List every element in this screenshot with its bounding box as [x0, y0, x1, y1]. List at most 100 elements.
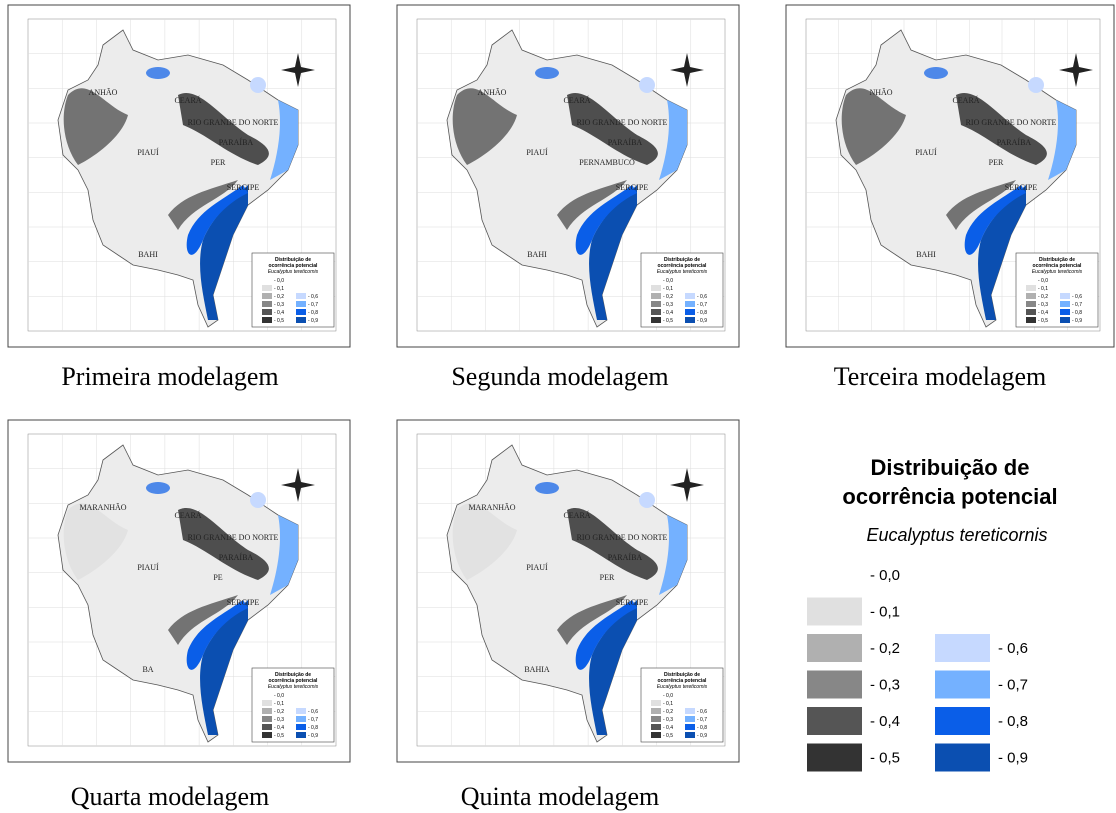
mini-legend-swatch	[262, 301, 272, 307]
mini-legend-swatch	[685, 732, 695, 738]
mini-legend-label: - 0,6	[697, 709, 707, 715]
mini-legend-swatch	[651, 732, 661, 738]
state-label: PER	[989, 158, 1004, 167]
suitability-area	[535, 482, 559, 494]
mini-legend-swatch	[685, 309, 695, 315]
mini-legend-label: - 0,9	[697, 318, 707, 324]
suitability-area	[639, 492, 655, 508]
suitability-area	[1028, 77, 1044, 93]
mini-legend-species: Eucalyptus tereticornis	[268, 269, 319, 275]
mini-legend-label: - 0,2	[663, 294, 673, 300]
state-label: PARAÍBA	[997, 137, 1032, 147]
state-label: PER	[600, 573, 615, 582]
legend-title: ocorrência potencial	[842, 484, 1057, 509]
mini-legend-swatch	[685, 724, 695, 730]
mini-legend-label: - 0,4	[274, 725, 284, 731]
mini-legend-label: - 0,7	[697, 717, 707, 723]
state-label: CEARÁ	[174, 510, 201, 520]
legend-swatch	[935, 671, 990, 699]
figure: ANHÃO CEARÁ RIO GRANDE DO NORTE PARAÍBA PIAU…	[0, 0, 1116, 813]
mini-legend-swatch	[296, 301, 306, 307]
mini-legend-label: - 0,7	[308, 717, 318, 723]
mini-legend-label: - 0,7	[308, 302, 318, 308]
state-label: SERGIPE	[616, 183, 649, 192]
mini-legend-swatch	[1026, 309, 1036, 315]
state-label: BAHI	[527, 250, 547, 259]
legend-label: - 0,0	[870, 567, 900, 584]
legend-title: Distribuição de	[871, 455, 1030, 480]
mini-legend-swatch	[262, 285, 272, 291]
state-label: PIAUÍ	[526, 562, 548, 572]
mini-legend-label: - 0,6	[697, 294, 707, 300]
state-label: PARAÍBA	[219, 137, 254, 147]
state-label: NHÃO	[869, 87, 892, 97]
mini-legend-swatch	[651, 293, 661, 299]
map-panel: MARANHÃOCEARÁRIO GRANDE DO NORTEPARAÍBAP…	[397, 420, 739, 762]
mini-legend-label: - 0,9	[1072, 318, 1082, 324]
suitability-area	[250, 492, 266, 508]
mini-legend-label: - 0,5	[663, 318, 673, 324]
legend-swatch	[935, 744, 990, 772]
caption: Primeira modelagem	[61, 362, 278, 391]
caption: Segunda modelagem	[451, 362, 668, 391]
mini-legend-label: - 0,9	[308, 733, 318, 739]
mini-legend-label: - 0,3	[1038, 302, 1048, 308]
mini-legend-species: Eucalyptus tereticornis	[657, 269, 708, 275]
state-label: SERGIPE	[227, 598, 260, 607]
legend-swatch	[807, 634, 862, 662]
state-label: PARAÍBA	[608, 137, 643, 147]
mini-legend-label: - 0,0	[663, 278, 673, 284]
legend-swatch	[807, 671, 862, 699]
mini-legend-swatch	[1026, 293, 1036, 299]
mini-legend-swatch	[1060, 309, 1070, 315]
mini-legend-label: - 0,9	[308, 318, 318, 324]
state-label: PE	[213, 573, 222, 582]
mini-legend-label: - 0,3	[274, 302, 284, 308]
mini-legend-label: - 0,4	[663, 310, 673, 316]
mini-legend-label: - 0,5	[1038, 318, 1048, 324]
mini-legend-label: - 0,5	[274, 318, 284, 324]
state-label: PERNAMBUCO	[579, 158, 635, 167]
mini-legend-label: - 0,3	[274, 717, 284, 723]
mini-legend: Distribuição deocorrência potencialEucal…	[641, 668, 723, 742]
state-label: BAHI	[138, 250, 158, 259]
state-label: PARAÍBA	[608, 552, 643, 562]
legend-swatch	[935, 634, 990, 662]
legend-swatch	[807, 598, 862, 626]
mini-legend-swatch	[296, 724, 306, 730]
mini-legend-label: - 0,1	[274, 286, 284, 292]
state-label: ANHÃO	[89, 87, 118, 97]
legend-label: - 0,8	[998, 713, 1028, 730]
mini-legend-species: Eucalyptus tereticornis	[268, 684, 319, 690]
state-label: BAHIA	[524, 665, 550, 674]
state-label: MARANHÃO	[468, 502, 515, 512]
legend-label: - 0,6	[998, 640, 1028, 657]
state-label: PIAUÍ	[137, 147, 159, 157]
mini-legend-swatch	[1060, 317, 1070, 323]
mini-legend-label: - 0,0	[663, 693, 673, 699]
mini-legend-label: - 0,3	[663, 302, 673, 308]
mini-legend-swatch	[685, 716, 695, 722]
mini-legend-swatch	[296, 732, 306, 738]
state-label: BAHI	[916, 250, 936, 259]
map-panel: NHÃOCEARÁRIO GRANDE DO NORTEPARAÍBAPIAUÍ…	[786, 5, 1114, 347]
mini-legend-label: - 0,1	[274, 701, 284, 707]
state-label: CEARÁ	[563, 510, 590, 520]
mini-legend-swatch	[685, 317, 695, 323]
mini-legend-species: Eucalyptus tereticornis	[1032, 269, 1083, 275]
caption: Terceira modelagem	[834, 362, 1047, 391]
state-label: RIO GRANDE DO NORTE	[188, 533, 279, 542]
legend-swatch	[807, 744, 862, 772]
mini-legend-species: Eucalyptus tereticornis	[657, 684, 708, 690]
mini-legend-label: - 0,4	[274, 310, 284, 316]
mini-legend-label: - 0,4	[663, 725, 673, 731]
mini-legend-swatch	[685, 708, 695, 714]
mini-legend-label: - 0,9	[697, 733, 707, 739]
mini-legend-label: - 0,6	[308, 294, 318, 300]
legend-label: - 0,3	[870, 676, 900, 693]
suitability-area	[639, 77, 655, 93]
state-label: RIO GRANDE DO NORTE	[577, 118, 668, 127]
